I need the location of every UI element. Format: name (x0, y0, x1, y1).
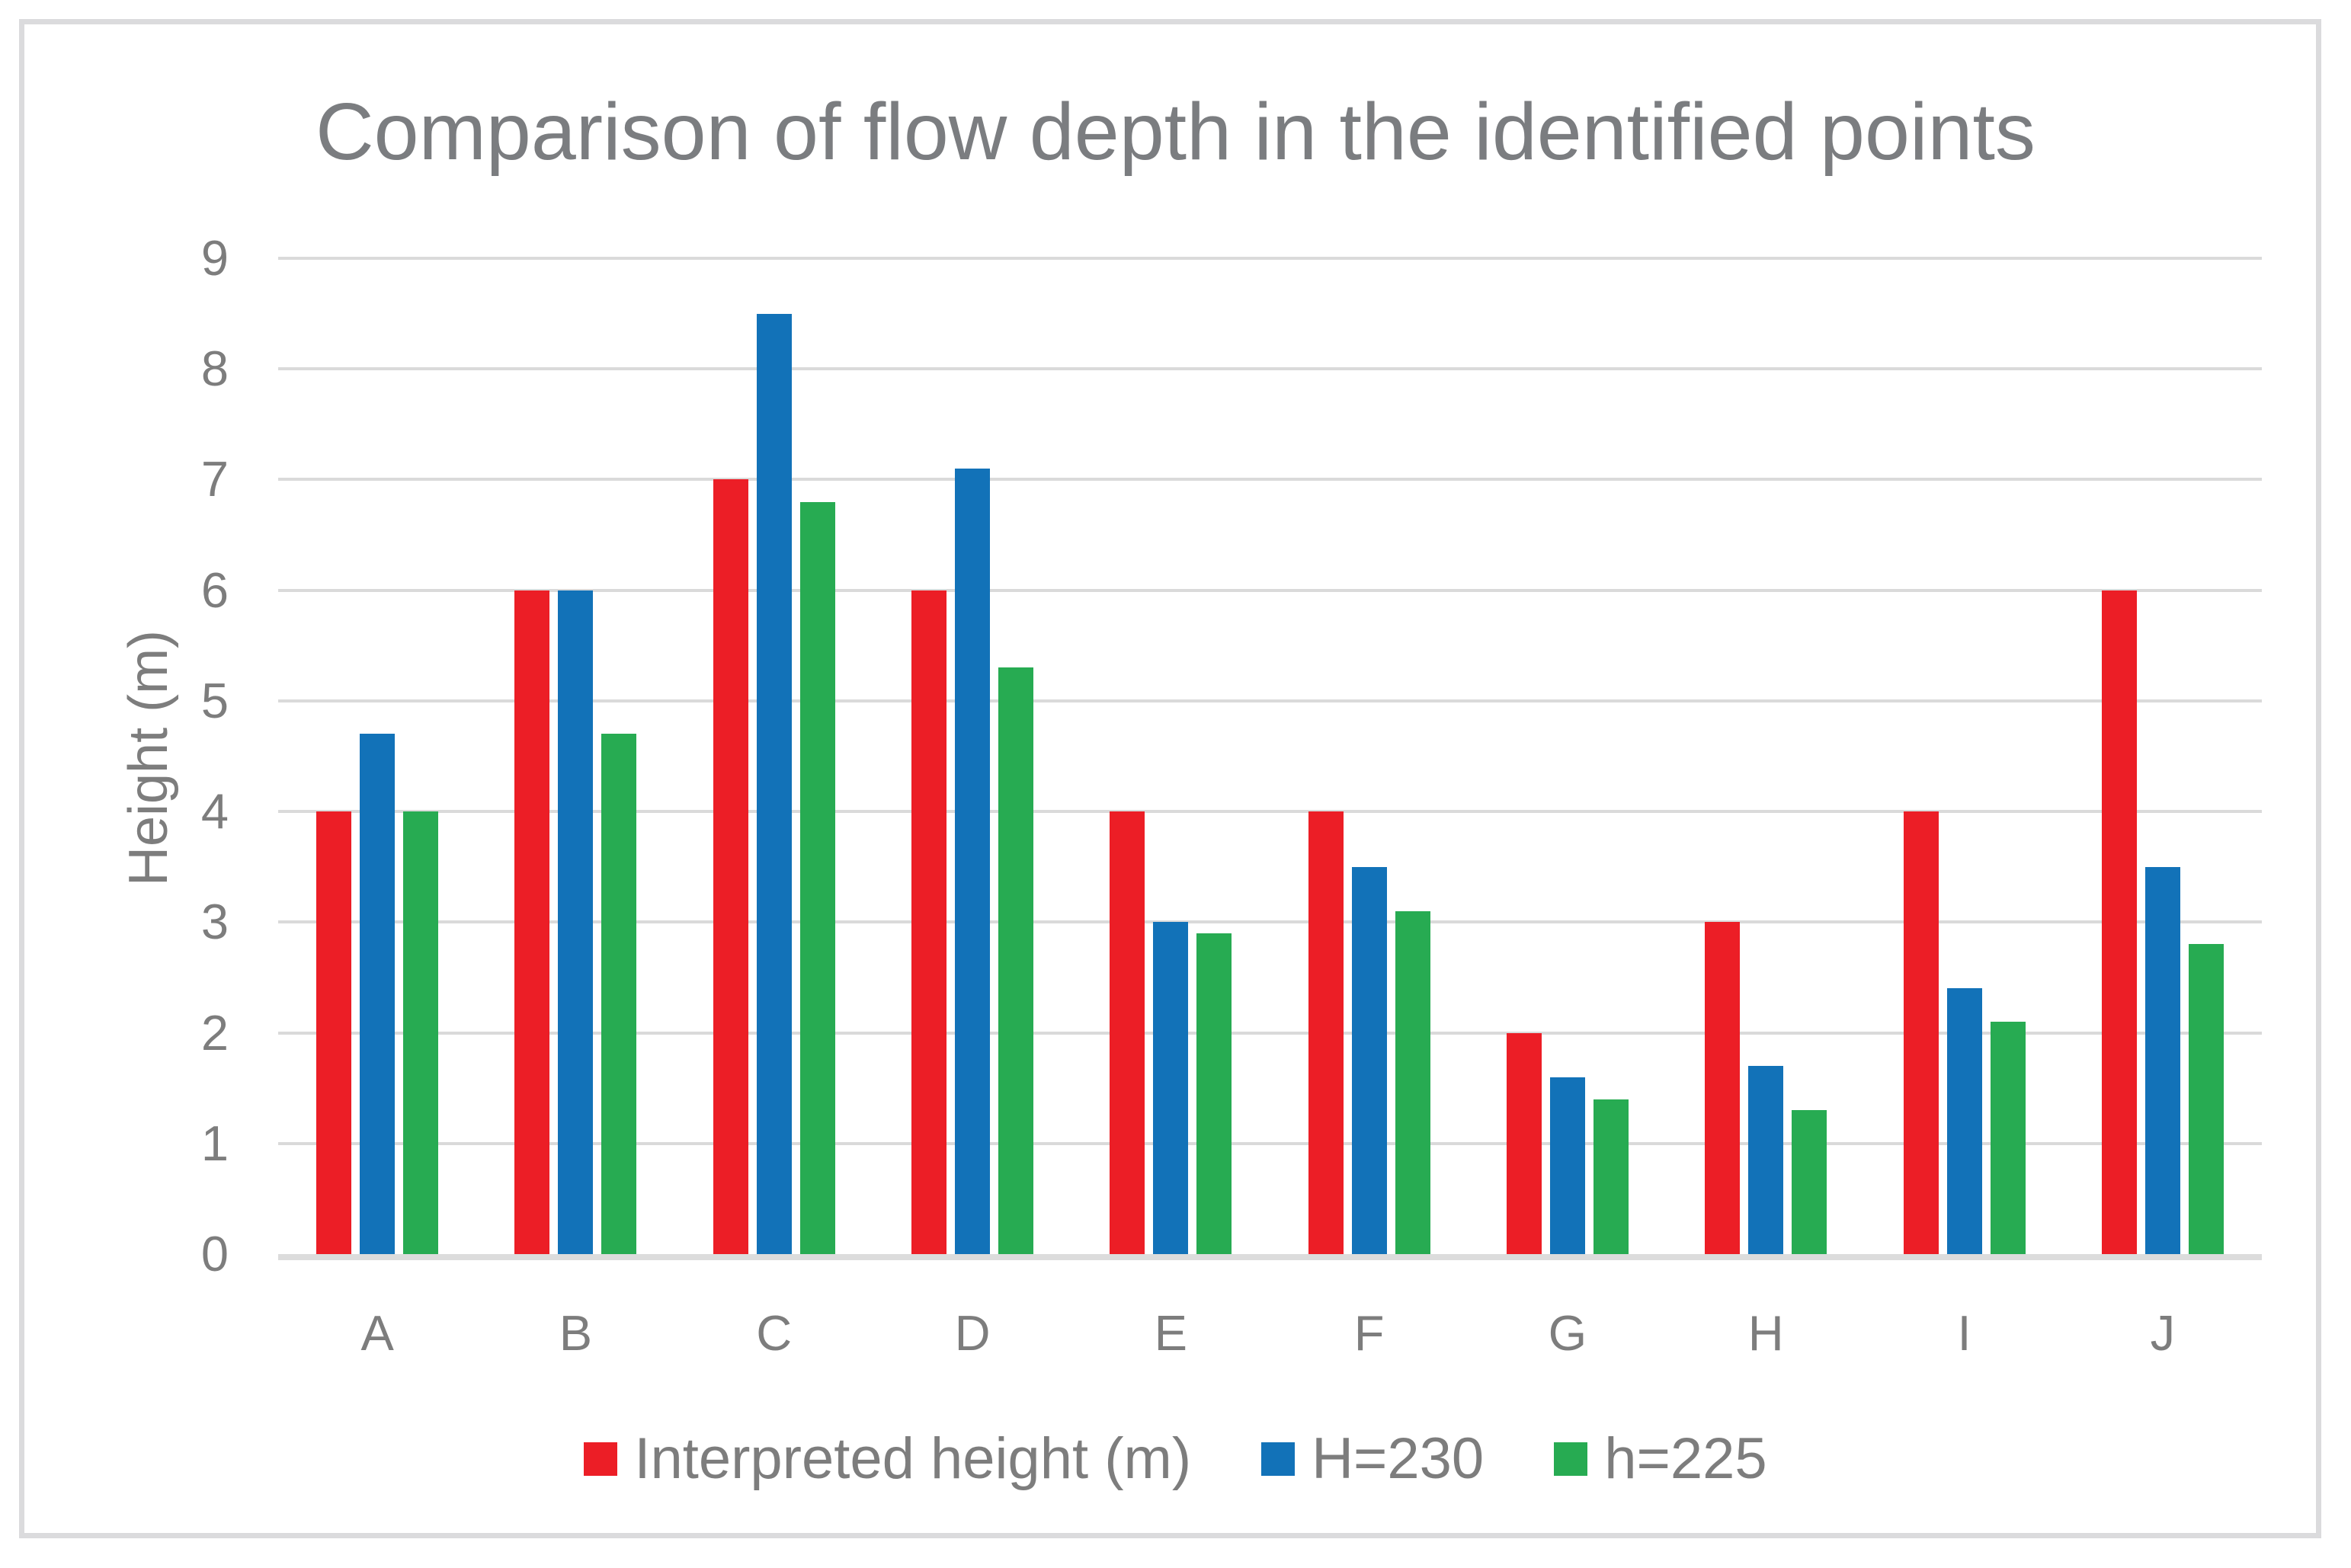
legend-item-Interpreted height (m): Interpreted height (m) (584, 1430, 1191, 1488)
bar-B-H=230 (558, 590, 594, 1254)
y-tick-label-6: 6 (200, 562, 229, 618)
bar-E-Interpreted height (m) (1110, 811, 1145, 1254)
y-tick-label-5: 5 (200, 672, 229, 728)
gridline-y8 (278, 367, 2262, 371)
bar-F-h=225 (1395, 910, 1430, 1254)
legend-label: h=225 (1604, 1426, 1767, 1491)
bar-group-J (2064, 258, 2262, 1254)
bar-G-h=225 (1593, 1099, 1629, 1254)
bar-B-h=225 (601, 734, 637, 1254)
gridline-y7 (278, 478, 2262, 482)
legend-swatch-icon (584, 1442, 618, 1476)
bar-H-Interpreted height (m) (1705, 922, 1741, 1254)
y-tick-label-2: 2 (200, 1004, 229, 1061)
plot-area (278, 257, 2262, 1260)
x-axis-category-labels: A B C D E F G H I J (278, 1308, 2262, 1358)
gridline-y9 (278, 257, 2262, 260)
gridline-y1 (278, 1141, 2262, 1145)
bar-C-H=230 (756, 313, 792, 1254)
bar-E-h=225 (1196, 933, 1232, 1254)
bar-C-h=225 (799, 501, 835, 1254)
bar-B-Interpreted height (m) (514, 590, 550, 1254)
category-label-I: I (1957, 1305, 1971, 1361)
y-tick-label-3: 3 (200, 894, 229, 950)
bar-C-Interpreted height (m) (713, 479, 748, 1254)
legend-swatch-icon (1261, 1442, 1296, 1476)
bar-G-H=230 (1549, 1077, 1585, 1254)
bar-group-A (278, 258, 476, 1254)
y-tick-label-0: 0 (200, 1226, 229, 1282)
bar-group-B (476, 258, 674, 1254)
category-label-H: H (1747, 1305, 1784, 1361)
bar-group-F (1270, 258, 1468, 1254)
bar-group-E (1071, 258, 1270, 1254)
bar-G-Interpreted height (m) (1506, 1032, 1542, 1254)
bar-H-h=225 (1792, 1110, 1827, 1254)
y-tick-label-1: 1 (200, 1115, 229, 1171)
bar-A-h=225 (403, 811, 439, 1254)
y-tick-label-4: 4 (200, 783, 229, 840)
bar-D-h=225 (998, 667, 1034, 1254)
gridline-y2 (278, 1031, 2262, 1035)
category-label-D: D (954, 1305, 991, 1361)
x-axis-line (278, 1254, 2262, 1260)
legend-label: Interpreted height (m) (634, 1426, 1192, 1491)
legend-item-H=230: H=230 (1261, 1430, 1484, 1488)
category-label-G: G (1548, 1305, 1587, 1361)
gridline-y5 (278, 699, 2262, 702)
bar-F-H=230 (1351, 866, 1387, 1254)
bar-J-H=230 (2144, 866, 2180, 1254)
category-label-E: E (1154, 1305, 1188, 1361)
legend-label: H=230 (1312, 1426, 1485, 1491)
category-label-J: J (2150, 1305, 2176, 1361)
gridline-y4 (278, 810, 2262, 814)
y-tick-label-8: 8 (200, 341, 229, 397)
y-tick-label-9: 9 (200, 230, 229, 286)
bar-J-h=225 (2188, 944, 2224, 1254)
gridline-y6 (278, 588, 2262, 592)
gridline-y3 (278, 920, 2262, 924)
bar-group-D (873, 258, 1071, 1254)
bar-group-G (1469, 258, 1667, 1254)
category-label-B: B (559, 1305, 593, 1361)
category-label-A: A (360, 1305, 394, 1361)
legend: Interpreted height (m) H=230 h=225 (0, 1430, 2351, 1488)
legend-item-h=225: h=225 (1554, 1426, 1767, 1491)
bar-group-C (675, 258, 873, 1254)
category-label-C: C (756, 1305, 793, 1361)
category-label-F: F (1353, 1305, 1385, 1361)
bar-F-Interpreted height (m) (1308, 811, 1344, 1254)
chart-title: Comparison of flow depth in the identifi… (315, 87, 2036, 177)
bar-groups (278, 258, 2262, 1254)
bar-A-H=230 (360, 734, 396, 1254)
bar-D-Interpreted height (m) (911, 590, 947, 1254)
bar-I-Interpreted height (m) (1903, 811, 1939, 1254)
bar-D-H=230 (955, 468, 991, 1254)
bar-I-h=225 (1990, 1022, 2026, 1254)
bar-group-H (1667, 258, 1865, 1254)
bar-group-I (1865, 258, 2063, 1254)
bar-E-H=230 (1153, 922, 1189, 1254)
bar-I-H=230 (1946, 988, 1982, 1254)
bar-H-H=230 (1748, 1066, 1784, 1254)
chart-frame-border (19, 19, 2321, 1538)
y-tick-label-7: 7 (200, 451, 229, 507)
bar-J-Interpreted height (m) (2101, 590, 2137, 1254)
y-axis-title: Height (m) (118, 629, 179, 887)
legend-swatch-icon (1554, 1442, 1588, 1476)
bar-A-Interpreted height (m) (316, 811, 352, 1254)
